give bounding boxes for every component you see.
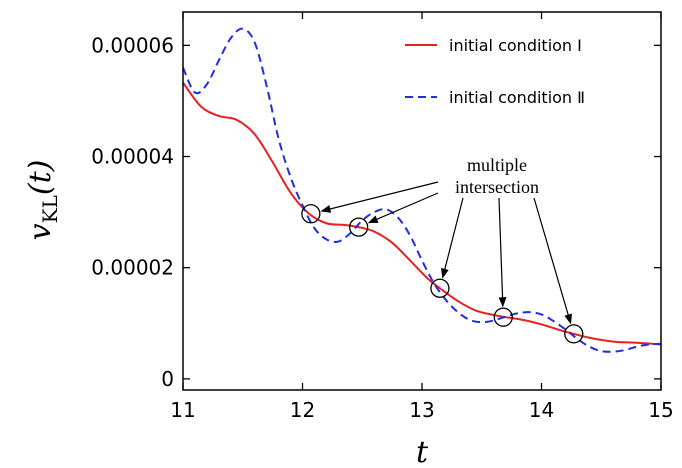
axis-layer: 11 12 13 14 15 0 0.00002 0.00004 0.00006 t vKL(t) <box>23 11 674 468</box>
x-tick-label: 14 <box>529 398 554 422</box>
intersection-marker-1 <box>301 204 321 224</box>
series-layer <box>182 27 662 353</box>
marker-layer <box>301 204 584 344</box>
y-axis-title-main: v <box>23 223 58 240</box>
x-tick-label: 12 <box>290 398 315 422</box>
y-axis-title-arg: (t) <box>23 160 58 195</box>
annotation-arrow-1 <box>320 181 439 213</box>
x-tick-label: 13 <box>409 398 434 422</box>
intersection-marker-3 <box>430 278 450 298</box>
y-tick-label: 0.00004 <box>91 145 174 169</box>
intersection-marker-4 <box>493 307 513 327</box>
y-tick-label: 0 <box>161 367 174 391</box>
y-tick-label: 0.00002 <box>91 256 174 280</box>
annotation-arrow-5 <box>533 197 572 325</box>
series-line-2 <box>182 27 662 353</box>
legend-label-2: initial condition Ⅱ <box>449 88 585 107</box>
annotation-text-2: intersection <box>455 177 539 197</box>
x-tick-label: 15 <box>648 398 673 422</box>
y-axis-title: vKL(t) <box>23 160 62 241</box>
annotation-arrow-3 <box>441 197 464 279</box>
plot-frame <box>182 11 662 391</box>
x-tick-label: 11 <box>170 398 195 422</box>
x-axis-title: t <box>416 435 429 468</box>
y-axis-title-subscript: KL <box>38 195 62 223</box>
intersection-marker-5 <box>564 324 584 344</box>
legend-label-1: initial condition Ⅰ <box>449 36 582 55</box>
intersection-marker-2 <box>349 217 369 237</box>
annotation-arrow-4 <box>498 197 507 308</box>
y-tick-label: 0.00006 <box>91 33 174 57</box>
annotation-text-1: multiple <box>467 155 527 175</box>
annotation-arrow-2 <box>367 192 439 224</box>
legend: initial condition Ⅰ initial condition Ⅱ <box>405 36 585 107</box>
series-line-1 <box>182 81 662 346</box>
